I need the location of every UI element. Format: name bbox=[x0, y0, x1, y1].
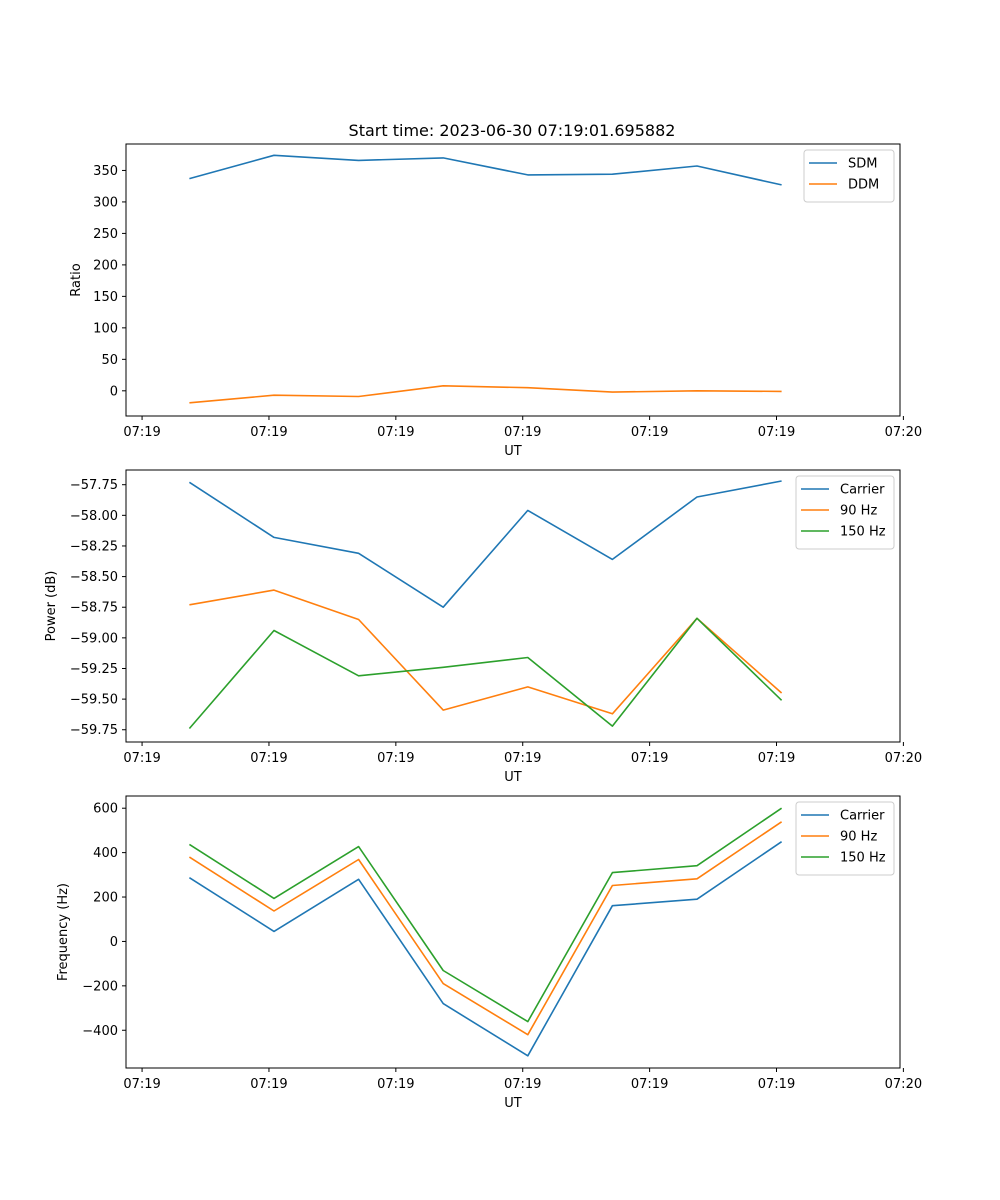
series-line-150-hz bbox=[188, 807, 783, 1023]
legend-label: DDM bbox=[848, 178, 879, 193]
legend-label: 90 Hz bbox=[840, 830, 877, 845]
x-tick-label: 07:19 bbox=[758, 1077, 795, 1092]
chart-panel-3: 07:19 07:19 07:19 07:19 07:19 07:19 07:20 −400 −… bbox=[56, 795, 922, 1111]
x-axis-label: UT bbox=[504, 444, 522, 459]
chart-panel-1: 07:19 07:19 07:19 07:19 07:19 07:19 07:20 0 50 10… bbox=[69, 143, 922, 459]
x-tick-label: 07:19 bbox=[123, 1077, 160, 1092]
y-tick-label: 0 bbox=[110, 935, 118, 950]
y-tick-label: 300 bbox=[93, 195, 118, 210]
y-tick-label: −59.50 bbox=[70, 693, 118, 708]
y-tick-label: 100 bbox=[93, 321, 118, 336]
x-tick-label: 07:19 bbox=[377, 425, 414, 440]
y-tick-label: 150 bbox=[93, 290, 118, 305]
series-line-150-hz bbox=[188, 617, 783, 730]
legend: Carrier 90 Hz 150 Hz bbox=[795, 801, 895, 876]
y-tick-label: 400 bbox=[93, 846, 118, 861]
legend-label: 150 Hz bbox=[840, 525, 886, 540]
axes-frame bbox=[125, 795, 901, 1069]
x-tick-label: 07:20 bbox=[885, 751, 922, 766]
x-tick-label: 07:19 bbox=[504, 751, 541, 766]
y-tick-label: 0 bbox=[110, 384, 118, 399]
x-tick-label: 07:19 bbox=[123, 425, 160, 440]
y-tick-label: 50 bbox=[101, 353, 118, 368]
x-tick-label: 07:19 bbox=[504, 1077, 541, 1092]
y-tick-label: −58.00 bbox=[70, 509, 118, 524]
x-axis-label: UT bbox=[504, 1096, 522, 1111]
y-axis-label: Frequency (Hz) bbox=[56, 883, 71, 981]
x-tick-label: 07:19 bbox=[250, 1077, 287, 1092]
x-tick-label: 07:19 bbox=[377, 751, 414, 766]
chart-panel-2: 07:19 07:19 07:19 07:19 07:19 07:19 07:20 −59.7… bbox=[44, 469, 922, 785]
series-line-90-hz bbox=[188, 821, 783, 1036]
y-tick-label: −200 bbox=[82, 979, 118, 994]
series-line-ddm bbox=[189, 384, 782, 404]
y-tick-label: −59.25 bbox=[70, 662, 118, 677]
series-line-carrier bbox=[188, 841, 783, 1057]
y-tick-label: −59.75 bbox=[70, 723, 118, 738]
x-tick-label: 07:19 bbox=[631, 1077, 668, 1092]
x-tick-label: 07:19 bbox=[377, 1077, 414, 1092]
y-tick-label: −57.75 bbox=[70, 478, 118, 493]
legend-label: 150 Hz bbox=[840, 851, 886, 866]
series-line-90-hz bbox=[189, 589, 783, 715]
x-tick-label: 07:19 bbox=[504, 425, 541, 440]
y-tick-label: 350 bbox=[93, 164, 118, 179]
x-tick-label: 07:19 bbox=[758, 751, 795, 766]
y-tick-label: −58.25 bbox=[70, 539, 118, 554]
figure-title: Start time: 2023-06-30 07:19:01.695882 bbox=[349, 121, 676, 140]
legend-label: 90 Hz bbox=[840, 504, 877, 519]
x-tick-label: 07:19 bbox=[631, 751, 668, 766]
y-tick-label: −58.50 bbox=[70, 570, 118, 585]
x-tick-label: 07:19 bbox=[758, 425, 795, 440]
y-tick-label: 200 bbox=[93, 891, 118, 906]
axes-frame bbox=[125, 469, 901, 743]
y-tick-label: 200 bbox=[93, 258, 118, 273]
legend: Carrier 90 Hz 150 Hz bbox=[795, 475, 895, 550]
legend-label: Carrier bbox=[840, 483, 885, 498]
y-tick-label: 600 bbox=[93, 802, 118, 817]
y-axis-label: Ratio bbox=[69, 263, 84, 296]
y-tick-label: −58.75 bbox=[70, 601, 118, 616]
x-tick-label: 07:19 bbox=[631, 425, 668, 440]
legend-label: SDM bbox=[848, 157, 877, 172]
x-tick-label: 07:19 bbox=[250, 425, 287, 440]
x-tick-label: 07:19 bbox=[123, 751, 160, 766]
x-tick-label: 07:20 bbox=[885, 425, 922, 440]
legend: SDM DDM bbox=[803, 149, 895, 203]
axes-frame bbox=[125, 143, 901, 417]
series-line-sdm bbox=[189, 154, 782, 186]
x-axis-label: UT bbox=[504, 770, 522, 785]
x-tick-label: 07:20 bbox=[885, 1077, 922, 1092]
plot-panels: 07:19 07:19 07:19 07:19 07:19 07:19 07:20 0 50 10… bbox=[44, 143, 922, 1111]
y-tick-label: −59.00 bbox=[70, 631, 118, 646]
legend-label: Carrier bbox=[840, 809, 885, 824]
y-tick-label: 250 bbox=[93, 227, 118, 242]
y-tick-label: −400 bbox=[82, 1024, 118, 1039]
x-tick-label: 07:19 bbox=[250, 751, 287, 766]
y-axis-label: Power (dB) bbox=[44, 571, 59, 642]
series-line-carrier bbox=[188, 480, 782, 609]
